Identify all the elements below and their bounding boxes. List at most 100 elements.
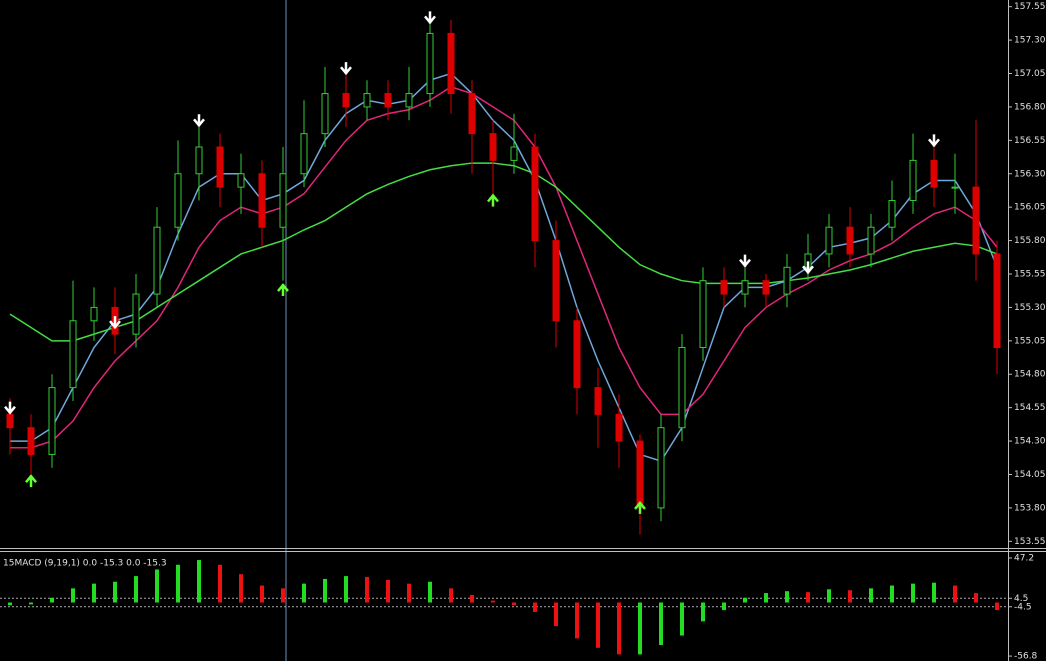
candle-body xyxy=(279,173,287,228)
histogram-bar xyxy=(71,588,75,603)
histogram-bar xyxy=(155,569,159,603)
candle-body xyxy=(216,146,224,188)
histogram-bar xyxy=(197,560,201,603)
histogram-bar xyxy=(113,581,117,603)
candle-body xyxy=(573,320,581,389)
signal-arrow xyxy=(340,62,352,76)
candle-body xyxy=(468,93,476,135)
y-tick-label: 153.80 xyxy=(1014,503,1046,513)
candle-body xyxy=(720,280,728,295)
candle-body xyxy=(174,173,182,228)
candle-body xyxy=(846,226,854,255)
candle-body xyxy=(741,280,749,295)
y-tick-label: 157.05 xyxy=(1014,69,1046,79)
y-tick-label: 155.80 xyxy=(1014,236,1046,246)
candle-body xyxy=(594,387,602,415)
candle-body xyxy=(615,413,623,442)
candle-body xyxy=(300,133,308,175)
candle-body xyxy=(951,186,959,189)
moving-average xyxy=(10,86,998,449)
candle-body xyxy=(237,173,245,188)
candle-body xyxy=(930,159,938,188)
histogram-bar xyxy=(953,585,957,603)
histogram-bar xyxy=(176,564,180,603)
signal-arrow xyxy=(739,254,751,268)
y-tick-label: 156.05 xyxy=(1014,203,1046,213)
histogram-bar xyxy=(365,577,369,603)
candle-body xyxy=(6,413,14,429)
y-tick-label: 154.05 xyxy=(1014,470,1046,480)
candle-body xyxy=(972,186,980,255)
candle-body xyxy=(909,159,917,201)
y-tick-label: -4.5 xyxy=(1014,602,1032,612)
signal-arrow xyxy=(4,401,16,415)
histogram-bar xyxy=(260,585,264,603)
y-tick-label: 156.80 xyxy=(1014,102,1046,112)
histogram-bar xyxy=(575,602,579,639)
candle-body xyxy=(426,32,434,95)
histogram-bar xyxy=(386,579,390,603)
candle-body xyxy=(405,93,413,108)
y-tick-label: -56.8 xyxy=(1014,652,1038,661)
candle-body xyxy=(90,306,98,322)
y-tick-label: 157.55 xyxy=(1014,2,1046,12)
candle-body xyxy=(762,280,770,295)
candle-body xyxy=(489,133,497,161)
histogram-bar xyxy=(449,588,453,603)
y-tick-label: 154.55 xyxy=(1014,403,1046,413)
candle-body xyxy=(783,266,791,295)
signal-arrow xyxy=(424,11,436,25)
histogram-bar xyxy=(659,602,663,645)
histogram-bar xyxy=(848,590,852,603)
candle-body xyxy=(447,32,455,95)
y-tick-label: 157.30 xyxy=(1014,36,1046,46)
signal-arrow xyxy=(487,193,499,207)
histogram-bar xyxy=(218,564,222,603)
candle-body xyxy=(993,253,1001,349)
candle-body xyxy=(153,226,161,295)
candle-body xyxy=(384,93,392,108)
candle-body xyxy=(342,93,350,108)
candle-body xyxy=(195,146,203,175)
histogram-bar xyxy=(302,583,306,603)
signal-arrow xyxy=(928,134,940,148)
histogram-bar xyxy=(512,602,516,606)
y-tick-label: 155.05 xyxy=(1014,336,1046,346)
candle-body xyxy=(258,173,266,228)
histogram-bar xyxy=(890,585,894,603)
histogram-bar xyxy=(911,583,915,603)
histogram-bar xyxy=(806,592,810,603)
moving-average xyxy=(9,162,998,342)
histogram-bar xyxy=(680,602,684,636)
histogram-bar xyxy=(995,602,999,611)
signal-arrow xyxy=(277,283,289,297)
y-tick-label: 47.2 xyxy=(1014,553,1034,563)
candle-body xyxy=(531,146,539,242)
candle-body xyxy=(132,293,140,335)
candle-body xyxy=(678,347,686,429)
candle-body xyxy=(69,320,77,389)
indicator-label: 15MACD (9,19,1) 0.0 -15.3 0.0 -15.3 xyxy=(3,559,167,569)
candle-body xyxy=(363,93,371,108)
signal-arrow xyxy=(25,474,37,488)
histogram-bar xyxy=(764,593,768,603)
histogram-bar xyxy=(617,602,621,655)
histogram-bar xyxy=(743,597,747,603)
y-tick-label: 156.55 xyxy=(1014,136,1046,146)
histogram-bar xyxy=(8,602,12,606)
histogram-bar xyxy=(533,602,537,612)
candle-body xyxy=(48,387,56,455)
candle-body xyxy=(321,93,329,135)
y-tick-label: 155.55 xyxy=(1014,270,1046,280)
histogram-bar xyxy=(491,600,495,603)
histogram-bar xyxy=(932,582,936,603)
histogram-bar xyxy=(554,602,558,627)
histogram-bar xyxy=(239,574,243,603)
histogram-bar xyxy=(344,576,348,603)
y-tick-label: 155.30 xyxy=(1014,303,1046,313)
signal-arrow xyxy=(634,500,646,514)
histogram-bar xyxy=(785,591,789,603)
y-tick-label: 153.55 xyxy=(1014,537,1046,547)
